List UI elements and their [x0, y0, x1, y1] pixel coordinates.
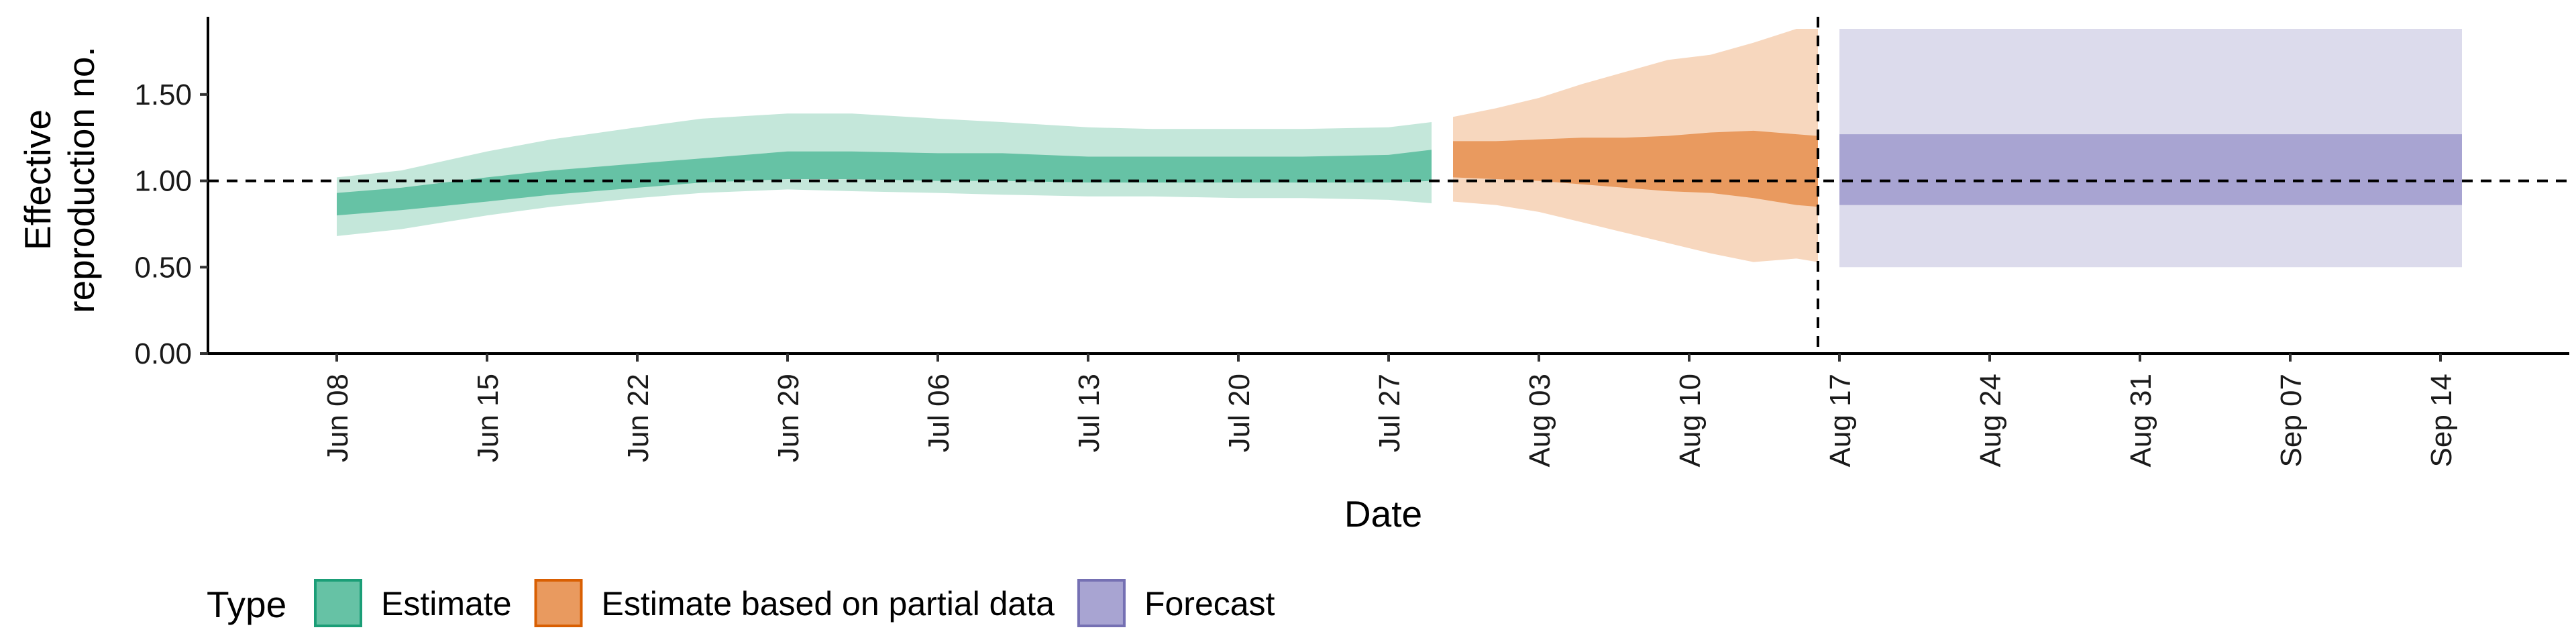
legend-swatch-estimate [314, 579, 362, 627]
ribbon-bands [337, 29, 2462, 268]
y-tick-label: 0.00 [134, 337, 192, 370]
x-tick-label: Jun 29 [772, 374, 805, 462]
legend-swatch-estimate-based-on-partial-data [534, 579, 583, 627]
forecast-inner-band [1839, 134, 2462, 205]
y-axis-title-group: Effective reproduction no. [17, 46, 102, 313]
x-tick-label: Sep 14 [2425, 374, 2458, 467]
y-axis-title-line-1-label: Effective [17, 109, 58, 250]
x-tick-label: Jul 06 [922, 374, 955, 452]
legend-label-forecast: Forecast [1144, 585, 1275, 623]
legend-label-estimate: Estimate [381, 585, 512, 623]
x-tick-label: Jun 15 [472, 374, 504, 462]
legend-label-estimate-based-on-partial-data: Estimate based on partial data [602, 585, 1055, 623]
x-tick-label: Aug 03 [1523, 374, 1556, 467]
x-tick-label: Sep 07 [2275, 374, 2308, 467]
y-tick-label: 0.50 [134, 251, 192, 284]
x-tick-label: Jul 20 [1223, 374, 1256, 452]
x-tick-label: Aug 10 [1674, 374, 1707, 467]
legend-items: Estimate Estimate based on partial data Fo… [314, 579, 1275, 627]
x-axis-title: Date [1344, 493, 1422, 535]
x-tick-label: Jul 13 [1073, 374, 1106, 452]
y-tick-label: 1.50 [134, 78, 192, 111]
y-axis-ticks: 0.00 0.50 1.00 1.50 [134, 78, 208, 370]
x-tick-label: Aug 17 [1824, 374, 1857, 467]
legend-swatch-forecast [1077, 579, 1126, 627]
x-tick-label: Jul 27 [1373, 374, 1406, 452]
x-axis-ticks: Jun 08 Jun 15 Jun 22 Jun 29 Jul 06 Jul 13 Jul … [321, 354, 2458, 467]
legend-title: Type [207, 584, 286, 625]
y-axis-title-line-2-label: reproduction no. [60, 46, 102, 313]
x-tick-label: Aug 31 [2125, 374, 2157, 467]
estimate-inner-band [337, 150, 1432, 216]
estimate-based-on-partial-data-inner-band [1453, 130, 1818, 207]
y-tick-label: 1.00 [134, 165, 192, 198]
x-tick-label: Jun 22 [622, 374, 655, 462]
x-tick-label: Jun 08 [321, 374, 354, 462]
legend: Type Estimate Estimate based on partial d… [207, 579, 1275, 627]
x-tick-label: Aug 24 [1974, 374, 2007, 467]
